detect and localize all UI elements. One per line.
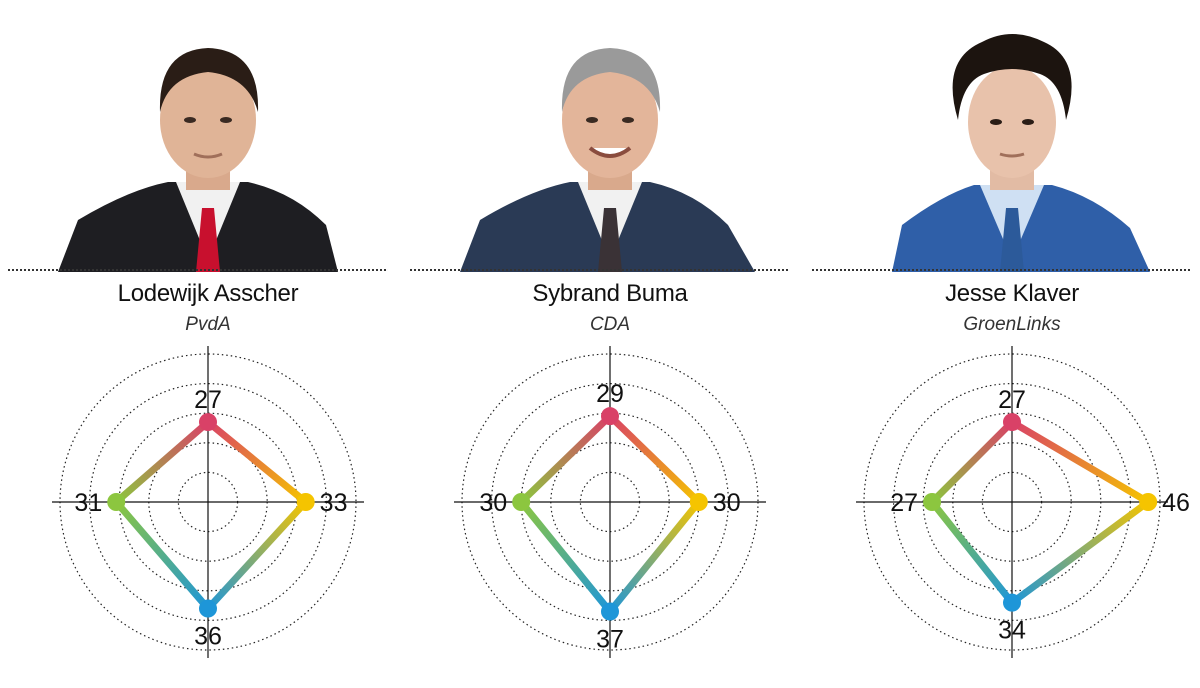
portrait-tie xyxy=(598,208,622,272)
data-label-bottom: 34 xyxy=(998,617,1026,645)
data-point-bottom xyxy=(1003,593,1021,612)
data-label-top: 27 xyxy=(194,386,222,414)
portrait-face xyxy=(562,62,658,178)
series-edge-bottom-left xyxy=(928,498,1016,607)
divider-dotted xyxy=(812,269,1190,271)
radar-chart-buma: 29 30 37 30 xyxy=(454,346,766,658)
portrait-hair xyxy=(561,48,661,112)
data-point-bottom xyxy=(199,599,217,618)
portrait-hair xyxy=(952,34,1072,120)
data-point-left xyxy=(107,493,126,511)
series-edge-top-right xyxy=(204,418,310,506)
data-point-left xyxy=(512,493,531,511)
data-point-right xyxy=(296,493,315,511)
series-edge-left-top xyxy=(517,412,614,506)
candidate-party: PvdA xyxy=(185,314,231,335)
radar-chart-asscher: 27 33 36 31 xyxy=(52,346,364,658)
divider-dotted xyxy=(410,269,788,271)
portrait-hair xyxy=(159,48,259,112)
data-point-left xyxy=(923,493,942,511)
data-label-top: 29 xyxy=(596,380,624,408)
radar-chart-klaver: 27 46 34 27 xyxy=(856,346,1190,658)
data-label-left: 27 xyxy=(890,489,918,517)
series-edge-left-top xyxy=(928,418,1016,506)
series-edge-right-bottom xyxy=(606,498,703,616)
data-label-left: 30 xyxy=(479,489,507,517)
data-point-top xyxy=(1003,413,1021,432)
data-point-bottom xyxy=(601,602,619,621)
portrait-buma xyxy=(460,48,755,272)
portrait-face xyxy=(160,62,256,178)
data-label-left: 31 xyxy=(74,489,102,517)
data-point-top xyxy=(199,413,217,432)
data-label-right: 30 xyxy=(713,489,741,517)
data-point-top xyxy=(601,407,619,426)
data-label-right: 46 xyxy=(1162,489,1190,517)
portrait-klaver xyxy=(892,34,1150,272)
portrait-asscher xyxy=(58,48,338,272)
series-edge-top-right xyxy=(1008,418,1152,506)
series-edge-right-bottom xyxy=(1008,498,1152,607)
portrait-face xyxy=(968,66,1056,178)
series-edge-right-bottom xyxy=(204,498,310,613)
candidate-panel-klaver: Jesse Klaver GroenLinks 27 46 34 27 xyxy=(812,0,1200,688)
divider-dotted xyxy=(8,269,386,271)
series-edge-bottom-left xyxy=(112,498,212,613)
data-point-right xyxy=(689,493,708,511)
data-label-right: 33 xyxy=(320,489,348,517)
candidate-name: Lodewijk Asscher xyxy=(117,280,299,307)
candidate-name: Sybrand Buma xyxy=(532,280,688,307)
data-label-bottom: 36 xyxy=(194,623,222,651)
candidate-name: Jesse Klaver xyxy=(945,280,1079,307)
series-edge-top-right xyxy=(606,412,703,506)
candidate-panel-buma: Sybrand Buma CDA 29 30 37 30 xyxy=(410,0,800,688)
portrait-tie xyxy=(1000,208,1024,272)
candidate-party: GroenLinks xyxy=(963,314,1061,335)
portrait-tie xyxy=(196,208,220,272)
series-edge-bottom-left xyxy=(517,498,614,616)
data-label-bottom: 37 xyxy=(596,626,624,654)
data-point-right xyxy=(1139,493,1158,511)
data-label-top: 27 xyxy=(998,386,1026,414)
candidate-party: CDA xyxy=(589,314,631,335)
candidate-panel-asscher: Lodewijk Asscher PvdA 27 33 36 31 xyxy=(8,0,398,688)
series-edge-left-top xyxy=(112,418,212,506)
